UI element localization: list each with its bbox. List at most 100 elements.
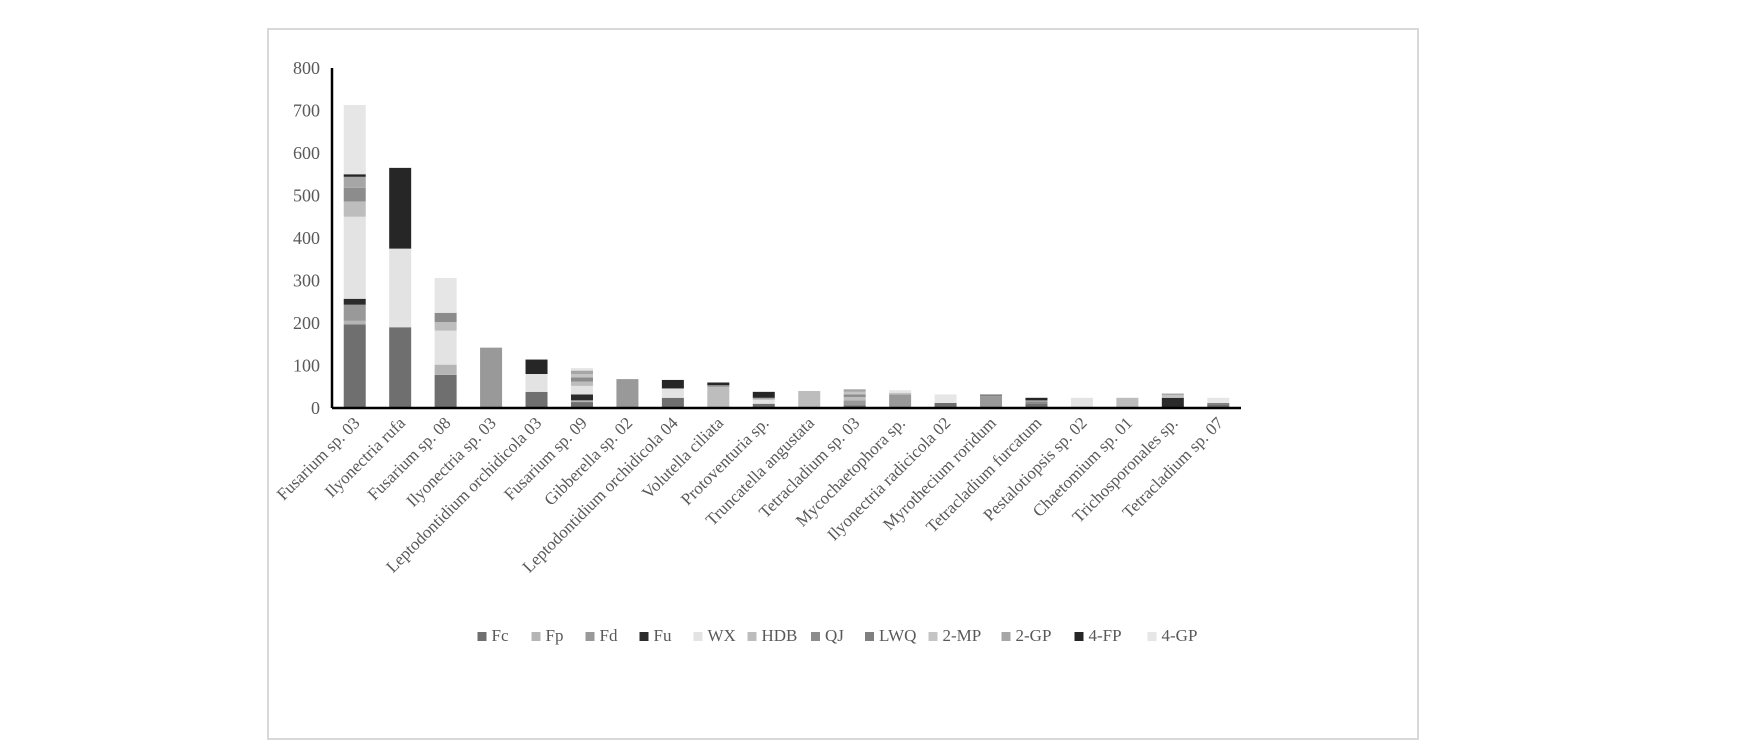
bar-segment — [1025, 402, 1048, 404]
bar-segment — [843, 391, 866, 395]
bar-segment — [343, 304, 366, 321]
legend-swatch — [1001, 632, 1011, 641]
legend-label: HDB — [762, 626, 798, 645]
bar-segment — [434, 330, 457, 365]
chart-frame: 0 100 200 300 400 500 600 700 800 Fusarium sp. 0… — [267, 28, 1419, 740]
bar-segment — [434, 277, 457, 313]
bar-segment — [343, 298, 366, 305]
bar-segment — [343, 176, 366, 188]
bar-segment — [752, 397, 775, 400]
bar-segment — [389, 167, 412, 249]
bar-segment — [570, 402, 593, 408]
legend-label: Fc — [492, 626, 509, 645]
legend-label: WX — [708, 626, 736, 645]
bar-segment — [570, 400, 593, 403]
bar-segment — [1207, 402, 1230, 405]
legend-label: 4-FP — [1089, 626, 1122, 645]
legend-swatch — [531, 632, 541, 641]
bar-segment — [889, 390, 912, 393]
y-tick-label: 500 — [293, 186, 320, 206]
legend-swatch — [747, 632, 757, 641]
bars-group — [343, 104, 1230, 408]
legend-label: 2-GP — [1016, 626, 1052, 645]
bar-segment — [934, 394, 957, 403]
legend-label: Fp — [546, 626, 564, 645]
y-tick-label: 700 — [293, 101, 320, 121]
bar-segment — [1161, 393, 1184, 396]
bar-segment — [1025, 397, 1048, 401]
bar-segment — [434, 312, 457, 323]
bar-segment — [1025, 403, 1048, 408]
bar-segment — [980, 394, 1003, 397]
bar-segment — [1070, 397, 1093, 408]
y-tick-label: 800 — [293, 58, 320, 78]
legend-label: Fu — [654, 626, 672, 645]
bar-segment — [343, 216, 366, 299]
bar-segment — [343, 320, 366, 325]
bar-segment — [525, 359, 548, 374]
bar-segment — [707, 382, 730, 386]
y-tick-label: 300 — [293, 271, 320, 291]
legend-swatch — [693, 632, 703, 641]
legend-label: 4-GP — [1162, 626, 1198, 645]
bar-segment — [661, 397, 684, 408]
bar-segment — [343, 174, 366, 177]
y-tick-label: 100 — [293, 356, 320, 376]
bar-segment — [661, 388, 684, 398]
bar-segment — [570, 385, 593, 395]
bar-segment — [389, 248, 412, 328]
bar-segment — [843, 396, 866, 401]
bar-segment — [525, 391, 548, 408]
bar-segment — [434, 374, 457, 408]
bar-segment — [343, 324, 366, 408]
legend-swatch — [477, 632, 487, 641]
legend-label: QJ — [825, 626, 844, 645]
bar-segment — [661, 379, 684, 389]
legend-swatch — [1147, 632, 1157, 641]
bar-segment — [843, 400, 866, 406]
bar-segment — [934, 402, 957, 408]
bar-segment — [752, 403, 775, 408]
bar-segment — [616, 379, 639, 408]
bar-segment — [798, 391, 821, 408]
y-tick-label: 0 — [311, 398, 320, 418]
y-tick-labels: 0 100 200 300 400 500 600 700 800 — [293, 58, 320, 418]
legend-swatch — [585, 632, 595, 641]
bar-segment — [570, 377, 593, 382]
bar-segment — [1116, 397, 1139, 408]
bar-segment — [843, 389, 866, 392]
y-tick-label: 600 — [293, 143, 320, 163]
bar-segment — [570, 368, 593, 371]
bar-segment — [570, 381, 593, 386]
bar-segment — [389, 327, 412, 408]
bar-segment — [889, 394, 912, 408]
y-tick-label: 400 — [293, 228, 320, 248]
bar-segment — [570, 370, 593, 374]
bar-segment — [525, 374, 548, 392]
bar-segment — [343, 187, 366, 202]
bar-segment — [889, 392, 912, 395]
legend-swatch — [865, 632, 874, 641]
stacked-bar-chart: 0 100 200 300 400 500 600 700 800 Fusarium sp. 0… — [273, 58, 1241, 645]
bar-segment — [434, 364, 457, 375]
legend-label: Fd — [600, 626, 618, 645]
bar-segment — [1207, 397, 1230, 403]
y-tick-label: 200 — [293, 313, 320, 333]
legend-label: LWQ — [879, 626, 916, 645]
legend-swatch — [639, 632, 649, 641]
bar-segment — [707, 385, 730, 387]
bar-segment — [570, 394, 593, 401]
bar-segment — [707, 386, 730, 408]
bar-segment — [434, 322, 457, 331]
bar-segment — [843, 394, 866, 397]
bar-segment — [1025, 400, 1048, 403]
legend-label: 2-MP — [943, 626, 982, 645]
bar-segment — [843, 405, 866, 408]
bar-segment — [343, 201, 366, 217]
bar-segment — [752, 399, 775, 404]
bar-segment — [1161, 395, 1184, 398]
legend-swatch — [1074, 632, 1084, 641]
legend-swatch — [928, 632, 938, 641]
bar-segment — [480, 347, 503, 408]
